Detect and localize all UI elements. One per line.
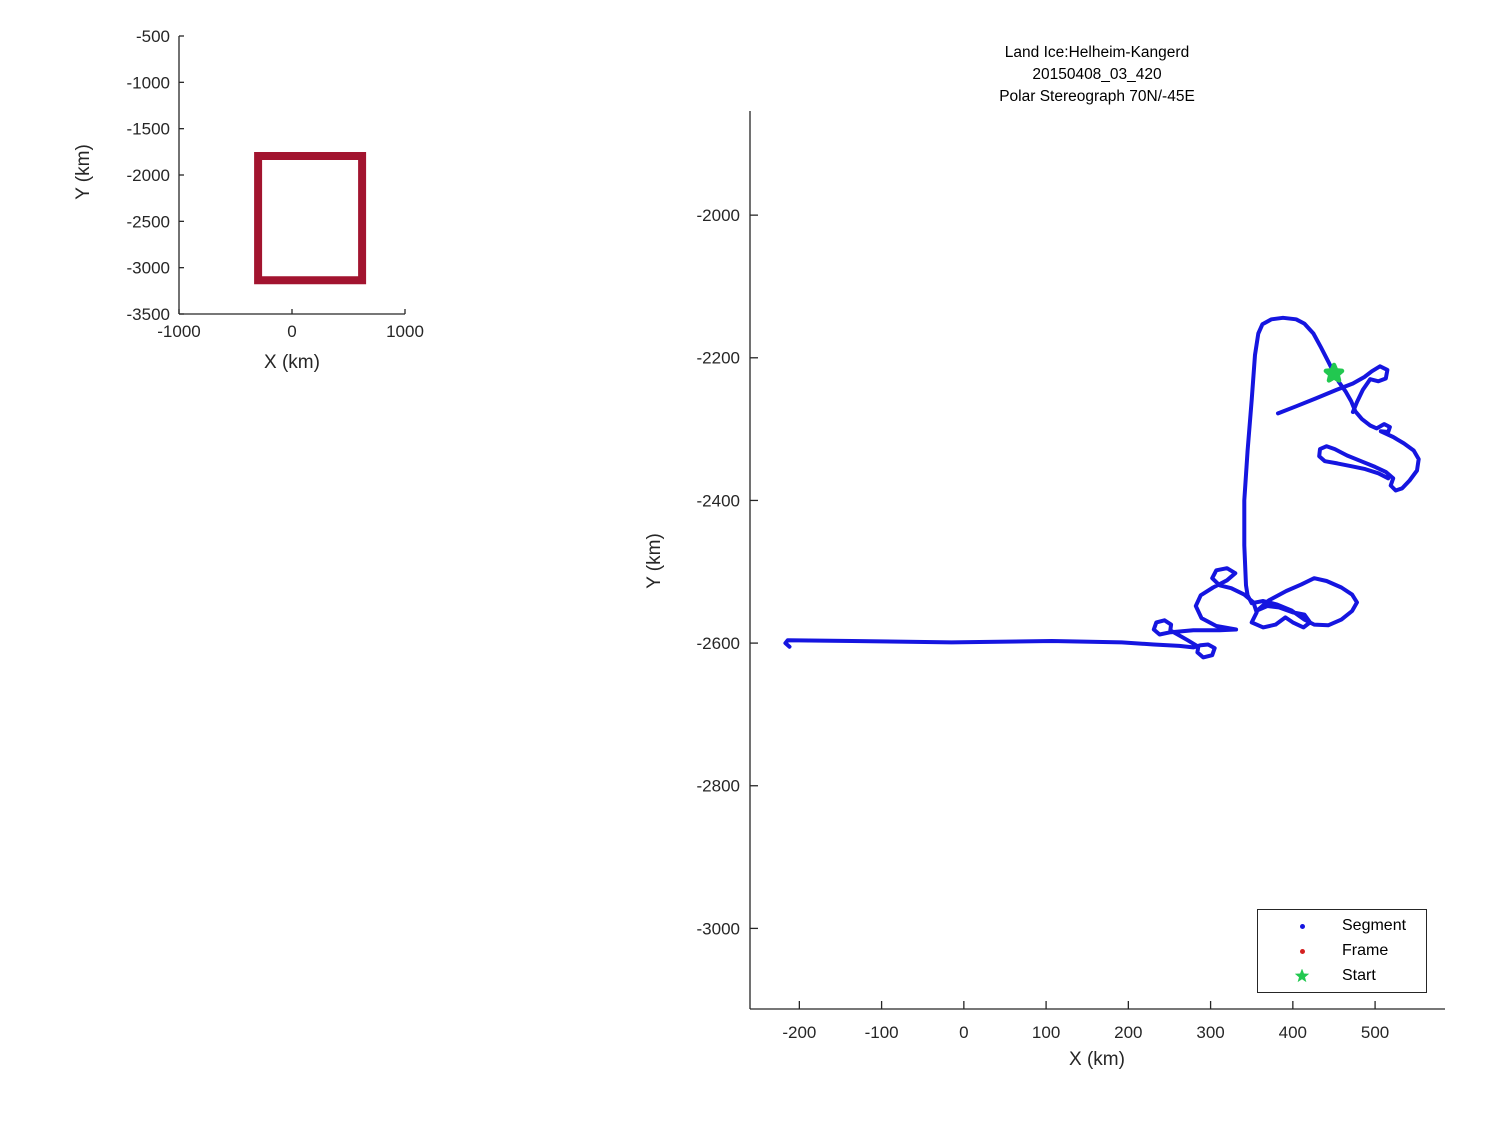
y-tick-label: -1500 [127, 120, 170, 139]
legend-item-start: Start [1258, 964, 1426, 989]
x-tick-label: 1000 [386, 322, 424, 341]
frame-dot-icon [1294, 943, 1310, 959]
overview-yaxis-label: Y (km) [73, 144, 94, 200]
legend-label-start: Start [1342, 967, 1376, 984]
y-tick-label: -2800 [697, 777, 740, 796]
y-tick-label: -1000 [127, 73, 170, 92]
start-marker [1323, 362, 1345, 383]
flight-track-path [1276, 364, 1390, 416]
title-line-3: Polar Stereograph 70N/-45E [999, 88, 1195, 105]
x-tick-label: 400 [1279, 1023, 1307, 1042]
segment-dot-icon [1294, 918, 1310, 934]
y-tick-label: -2600 [697, 634, 740, 653]
x-tick-label: 300 [1196, 1023, 1224, 1042]
legend-item-segment: Segment [1258, 914, 1426, 939]
flight-track [783, 315, 1421, 660]
y-tick-label: -2400 [697, 491, 740, 510]
legend: Segment Frame Start [1257, 909, 1427, 993]
main-yaxis-label: Y (km) [644, 533, 665, 589]
y-tick-label: -2200 [697, 349, 740, 368]
overview-xaxis-label: X (km) [264, 352, 320, 373]
legend-item-frame: Frame [1258, 939, 1426, 964]
title-line-1: Land Ice:Helheim-Kangerd [1004, 44, 1190, 61]
start-star-icon [1294, 968, 1310, 984]
title-line-2: 20150408_03_420 [1032, 66, 1162, 83]
x-tick-label: 0 [287, 322, 296, 341]
flight-track-path [783, 315, 1421, 660]
y-tick-label: -2500 [127, 212, 170, 231]
y-tick-label: -2000 [127, 166, 170, 185]
legend-label-segment: Segment [1342, 917, 1407, 934]
main-plot: -200 -100 0 100 200 300 400 500 -2000 -2200 -2400 -… [697, 111, 1445, 1042]
main-plot-title: Land Ice:Helheim-Kangerd 20150408_03_420… [747, 42, 1447, 108]
x-tick-label: 200 [1114, 1023, 1142, 1042]
y-tick-label: -2000 [697, 206, 740, 225]
x-tick-label: -200 [782, 1023, 816, 1042]
main-xaxis-label: X (km) [1069, 1049, 1125, 1070]
x-tick-label: -100 [865, 1023, 899, 1042]
x-tick-label: 0 [959, 1023, 968, 1042]
x-tick-label: 100 [1032, 1023, 1060, 1042]
x-tick-label: 500 [1361, 1023, 1389, 1042]
coverage-extent-box [254, 152, 367, 285]
y-tick-label: -3500 [127, 305, 170, 324]
y-tick-label: -3000 [127, 259, 170, 278]
y-tick-label: -500 [136, 27, 170, 46]
y-tick-label: -3000 [697, 919, 740, 938]
overview-plot: -1000 0 1000 -500 -1000 -1500 -2000 -2500 -3000 -… [127, 27, 424, 341]
x-tick-label: -1000 [157, 322, 200, 341]
legend-label-frame: Frame [1342, 942, 1389, 959]
